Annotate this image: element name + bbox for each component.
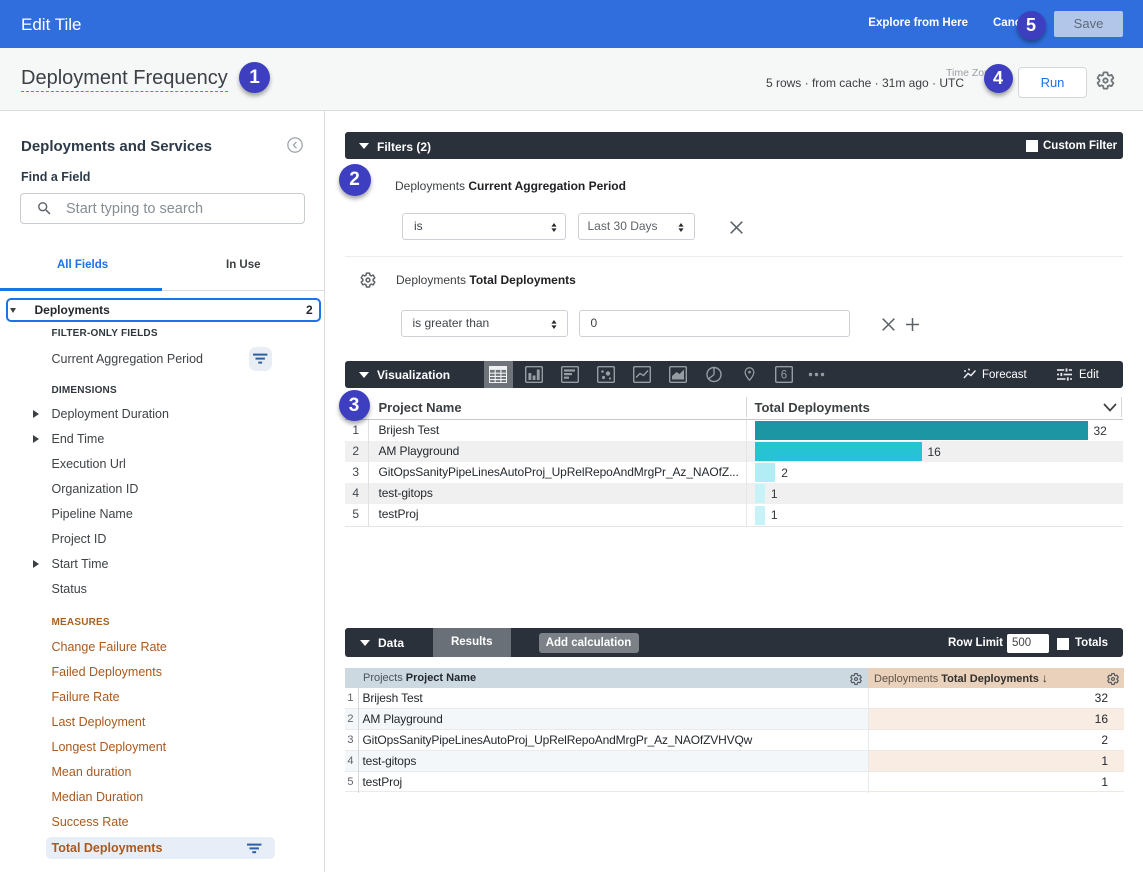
svg-text:6: 6 (781, 370, 787, 382)
